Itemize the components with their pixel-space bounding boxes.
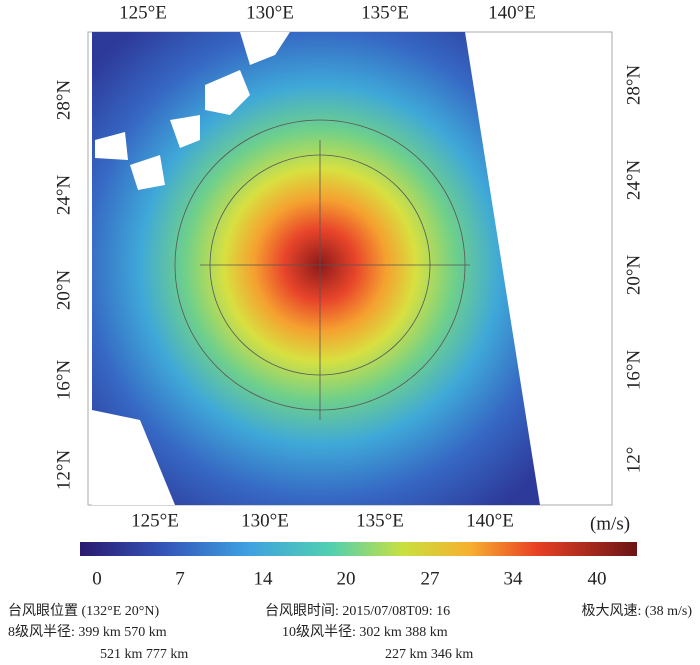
right-axis-label: 12° [623,447,644,474]
labels: 125°E 130°E 135°E 140°E 125°E 130°E 135°E 140°E… [8,2,692,662]
top-axis-label: 140°E [488,2,536,23]
colorbar-tick-label: 34 [504,568,524,589]
info-text: 10级风半径: 302 km 388 km [282,624,448,640]
bottom-axis-label: 140°E [466,510,514,531]
colorbar-tick-label: 7 [175,568,185,589]
left-axis-label: 24°N [53,175,74,216]
left-axis-label: 20°N [53,270,74,311]
right-axis-label: 24°N [623,160,644,201]
left-axis-label: 16°N [53,360,74,401]
land [92,32,290,505]
colorbar-tick-label: 27 [421,568,440,589]
colorbar-tick-label: 0 [92,568,102,589]
top-axis-label: 130°E [246,2,294,23]
colorbar-tick-label: 14 [254,568,274,589]
colorbar [80,542,637,556]
info-text: 521 km 777 km [100,647,188,662]
info-text: 台风眼位置 (132°E 20°N) [8,603,160,619]
wind-radius-rings [174,119,470,420]
top-axis-label: 135°E [361,2,409,23]
wind-swath [92,32,540,505]
right-axis-label: 16°N [623,350,644,391]
info-text: 8级风半径: 399 km 570 km [8,624,167,640]
info-text: 台风眼时间: 2015/07/08T09: 16 [265,603,450,619]
right-axis-label: 28°N [623,65,644,106]
bottom-axis-label: 125°E [131,510,179,531]
left-axis-label: 28°N [53,80,74,121]
colorbar-unit: (m/s) [590,513,630,534]
bottom-axis-label: 135°E [356,510,404,531]
info-text: 极大风速: (38 m/s) [582,603,693,619]
right-axis-label: 20°N [623,255,644,296]
left-axis-label: 12°N [53,450,74,491]
bottom-axis-label: 130°E [241,510,289,531]
colorbar-tick-label: 20 [337,568,356,589]
colorbar-tick-label: 40 [588,568,607,589]
info-text: 227 km 346 km [385,647,473,662]
top-axis-label: 125°E [119,2,167,23]
